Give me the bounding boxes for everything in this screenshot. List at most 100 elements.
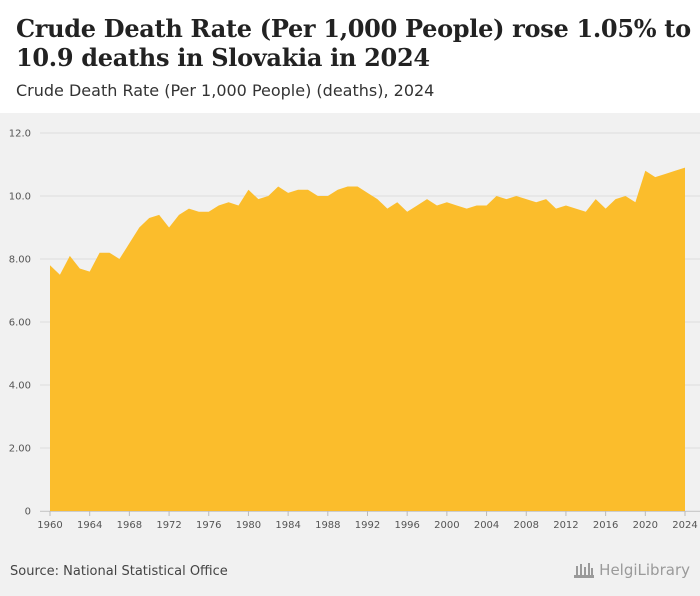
data-point-2015[interactable] bbox=[593, 196, 599, 202]
data-point-1998[interactable] bbox=[424, 196, 430, 202]
data-point-1961[interactable] bbox=[57, 272, 63, 278]
data-point-2000[interactable] bbox=[444, 199, 450, 205]
data-point-1982[interactable] bbox=[265, 193, 271, 199]
y-tick-label: 6.00 bbox=[9, 318, 31, 329]
data-point-1980[interactable] bbox=[245, 187, 251, 193]
y-tick-label: 10.0 bbox=[9, 192, 31, 203]
data-point-1978[interactable] bbox=[226, 199, 232, 205]
x-tick-label: 2024 bbox=[672, 520, 697, 531]
data-point-2012[interactable] bbox=[563, 202, 569, 208]
data-point-2016[interactable] bbox=[603, 206, 609, 212]
data-point-1999[interactable] bbox=[434, 202, 440, 208]
data-point-1983[interactable] bbox=[275, 184, 281, 190]
data-point-1975[interactable] bbox=[196, 209, 202, 215]
data-point-2020[interactable] bbox=[642, 168, 648, 174]
x-axis: 1960 1964 1968 1972 1976 1980 1984 1988 1992 1996… bbox=[37, 511, 700, 531]
data-point-1996[interactable] bbox=[404, 209, 410, 215]
brand-logo[interactable]: HelgiLibrary bbox=[573, 561, 690, 579]
x-tick-label: 2008 bbox=[514, 520, 539, 531]
data-point-2005[interactable] bbox=[493, 193, 499, 199]
data-point-2003[interactable] bbox=[474, 202, 480, 208]
data-point-1967[interactable] bbox=[116, 256, 122, 262]
data-point-2011[interactable] bbox=[553, 206, 559, 212]
data-point-1987[interactable] bbox=[315, 193, 321, 199]
data-point-1979[interactable] bbox=[236, 202, 242, 208]
y-tick-label: 4.00 bbox=[9, 381, 31, 392]
x-tick-label: 1964 bbox=[77, 520, 102, 531]
data-point-2013[interactable] bbox=[573, 206, 579, 212]
data-point-2009[interactable] bbox=[533, 199, 539, 205]
x-tick-label: 1992 bbox=[355, 520, 380, 531]
data-point-1969[interactable] bbox=[136, 225, 142, 231]
y-tick-label: 2.00 bbox=[9, 444, 31, 455]
chart-subtitle: Crude Death Rate (Per 1,000 People) (dea… bbox=[16, 81, 435, 100]
y-axis: 0 2.00 4.00 6.00 8.00 10.0 12.0 bbox=[9, 129, 31, 518]
chart-title: Crude Death Rate (Per 1,000 People) rose… bbox=[16, 14, 691, 72]
data-point-1986[interactable] bbox=[305, 187, 311, 193]
data-point-1960[interactable] bbox=[47, 262, 53, 268]
data-point-2021[interactable] bbox=[652, 174, 658, 180]
source-note: Source: National Statistical Office bbox=[10, 564, 228, 579]
data-point-1972[interactable] bbox=[166, 225, 172, 231]
data-point-2008[interactable] bbox=[523, 196, 529, 202]
x-tick-label: 1996 bbox=[394, 520, 419, 531]
data-point-1991[interactable] bbox=[355, 184, 361, 190]
data-point-2024[interactable] bbox=[682, 165, 688, 171]
data-point-1970[interactable] bbox=[146, 215, 152, 221]
data-point-1976[interactable] bbox=[206, 209, 212, 215]
x-tick-label: 2016 bbox=[593, 520, 618, 531]
data-point-2022[interactable] bbox=[662, 171, 668, 177]
data-point-2001[interactable] bbox=[454, 202, 460, 208]
y-tick-label: 12.0 bbox=[9, 129, 31, 140]
x-tick-label: 1960 bbox=[37, 520, 62, 531]
data-point-1981[interactable] bbox=[255, 196, 261, 202]
library-icon bbox=[574, 563, 595, 578]
data-point-2017[interactable] bbox=[613, 196, 619, 202]
data-point-1968[interactable] bbox=[126, 240, 132, 246]
data-point-1973[interactable] bbox=[176, 212, 182, 218]
y-tick-label: 8.00 bbox=[9, 255, 31, 266]
data-point-1992[interactable] bbox=[365, 190, 371, 196]
data-point-1977[interactable] bbox=[216, 202, 222, 208]
data-point-1990[interactable] bbox=[345, 184, 351, 190]
data-point-2010[interactable] bbox=[543, 196, 549, 202]
data-point-2006[interactable] bbox=[503, 196, 509, 202]
x-tick-label: 1976 bbox=[196, 520, 221, 531]
data-point-1971[interactable] bbox=[156, 212, 162, 218]
data-point-2014[interactable] bbox=[583, 209, 589, 215]
chart-header: Crude Death Rate (Per 1,000 People) rose… bbox=[0, 0, 700, 113]
area-series bbox=[47, 165, 688, 511]
x-tick-label: 1968 bbox=[117, 520, 142, 531]
data-point-1988[interactable] bbox=[325, 193, 331, 199]
x-tick-label: 2000 bbox=[434, 520, 459, 531]
data-point-1993[interactable] bbox=[374, 196, 380, 202]
data-point-1995[interactable] bbox=[394, 199, 400, 205]
data-point-1994[interactable] bbox=[384, 206, 390, 212]
y-tick-label: 0 bbox=[25, 507, 31, 518]
x-tick-label: 1984 bbox=[275, 520, 300, 531]
data-point-2002[interactable] bbox=[464, 206, 470, 212]
x-tick-label: 1988 bbox=[315, 520, 340, 531]
data-point-1974[interactable] bbox=[186, 206, 192, 212]
data-point-1962[interactable] bbox=[67, 253, 73, 259]
brand-name: HelgiLibrary bbox=[599, 561, 690, 579]
data-point-2007[interactable] bbox=[513, 193, 519, 199]
x-tick-label: 2004 bbox=[474, 520, 499, 531]
data-point-1963[interactable] bbox=[77, 265, 83, 271]
x-tick-label: 2020 bbox=[633, 520, 658, 531]
data-point-1997[interactable] bbox=[414, 202, 420, 208]
data-point-1966[interactable] bbox=[107, 250, 113, 256]
x-tick-label: 2012 bbox=[553, 520, 578, 531]
data-point-2018[interactable] bbox=[622, 193, 628, 199]
data-point-1964[interactable] bbox=[87, 269, 93, 275]
data-point-2023[interactable] bbox=[672, 168, 678, 174]
x-tick-label: 1972 bbox=[156, 520, 181, 531]
data-point-2019[interactable] bbox=[632, 199, 638, 205]
data-point-2004[interactable] bbox=[484, 202, 490, 208]
data-point-1985[interactable] bbox=[295, 187, 301, 193]
data-point-1989[interactable] bbox=[335, 187, 341, 193]
data-point-1984[interactable] bbox=[285, 190, 291, 196]
data-point-1965[interactable] bbox=[97, 250, 103, 256]
x-tick-label: 1980 bbox=[236, 520, 261, 531]
